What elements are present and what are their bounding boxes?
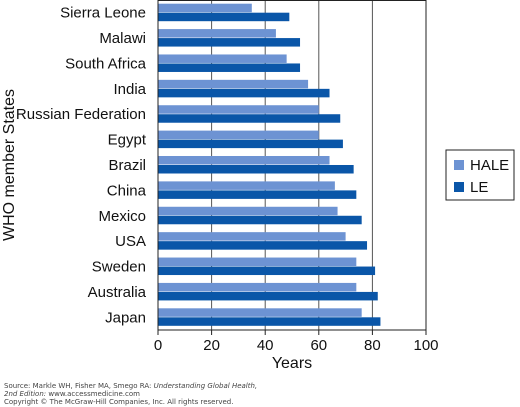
category-labels: Sierra Leone Malawi South Africa India Russi…	[16, 5, 147, 327]
category-label: Australia	[88, 284, 147, 301]
bar-le	[158, 266, 376, 276]
source-line: Source: Markle WH, Fisher MA, Smego RA: …	[4, 382, 257, 391]
category-label: China	[107, 182, 147, 199]
edition-line: 2nd Edition: www.accessmedicine.com	[4, 390, 140, 399]
x-tick-label: 20	[203, 337, 220, 354]
bar-le	[158, 241, 368, 250]
category-label: Egypt	[108, 132, 147, 149]
legend: HALE LE	[445, 149, 515, 201]
legend-label-le: LE	[470, 179, 488, 196]
bar-hale	[158, 29, 276, 38]
bar-hale	[158, 206, 338, 216]
x-tick-labels: 0 20 40 60 80 100	[154, 330, 439, 354]
category-label: South Africa	[65, 55, 147, 72]
category-label: India	[113, 81, 146, 98]
bar-hale	[158, 282, 357, 292]
y-axis-label: WHO member States	[1, 89, 18, 241]
source-title: Understanding Global Health,	[153, 382, 258, 390]
bar-le	[158, 165, 354, 174]
bar-hale	[158, 156, 330, 165]
legend-swatch-le	[454, 182, 464, 192]
x-axis-label: Years	[272, 355, 312, 372]
x-tick-label: 80	[364, 337, 381, 354]
legend-swatch-hale	[454, 160, 464, 170]
x-tick-label: 0	[154, 337, 162, 354]
category-label: Sierra Leone	[60, 5, 146, 22]
bar-series	[158, 3, 381, 326]
bar-hale	[158, 308, 362, 317]
edition-label: 2nd Edition:	[4, 390, 47, 398]
bar-le	[158, 114, 341, 123]
bar-le	[158, 215, 362, 225]
bar-hale	[158, 3, 252, 13]
bar-le	[158, 139, 343, 149]
category-label: Brazil	[108, 157, 146, 174]
source-prefix: Source: Markle WH, Fisher MA, Smego RA:	[4, 382, 154, 390]
legend-label-hale: HALE	[470, 157, 509, 174]
x-tick-label: 100	[413, 337, 438, 354]
category-label: Japan	[105, 309, 146, 326]
bar-le	[158, 317, 381, 326]
bar-hale	[158, 54, 287, 63]
x-tick-label: 60	[310, 337, 327, 354]
bar-hale	[158, 181, 335, 190]
bar-hale	[158, 232, 346, 241]
category-label: Mexico	[98, 208, 146, 225]
bar-le	[158, 291, 378, 301]
bar-hale	[158, 257, 357, 267]
copyright-line: Copyright © The McGraw-Hill Companies, I…	[4, 398, 234, 406]
bar-le	[158, 190, 357, 199]
bar-le	[158, 63, 301, 72]
bar-le	[158, 38, 301, 47]
category-label: USA	[115, 233, 146, 250]
x-tick-label: 40	[257, 337, 274, 354]
bar-hale	[158, 105, 319, 114]
bar-le	[158, 12, 290, 22]
edition-url: www.accessmedicine.com	[46, 390, 140, 398]
category-label: Sweden	[92, 259, 146, 276]
category-label: Russian Federation	[16, 106, 146, 123]
bar-hale	[158, 79, 309, 89]
bar-le	[158, 88, 330, 98]
category-label: Malawi	[99, 30, 146, 47]
bar-hale	[158, 130, 319, 140]
